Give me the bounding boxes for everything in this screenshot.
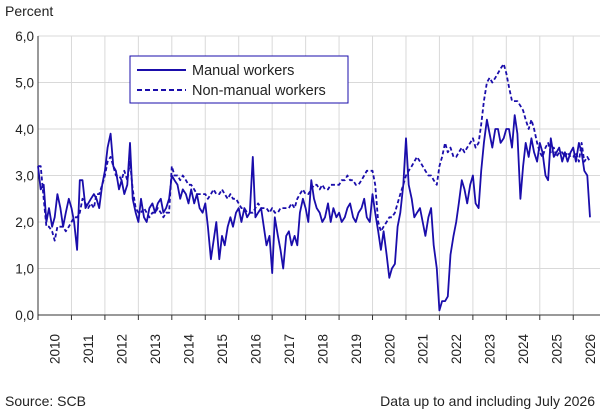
y-axis-title: Percent: [5, 3, 54, 19]
x-tick-label: 2016: [248, 334, 263, 364]
x-tick-label: 2011: [81, 334, 96, 363]
x-tick-label: 2020: [382, 334, 397, 364]
x-tick-label: 2013: [148, 334, 163, 364]
x-tick-label: 2023: [483, 334, 498, 364]
y-tick-label: 5,0: [15, 76, 34, 91]
x-tick-label: 2017: [282, 334, 297, 364]
axes: [37, 36, 600, 320]
x-tick-label: 2021: [416, 334, 431, 364]
series-line-non-manual-workers: [38, 63, 591, 242]
y-tick-label: 2,0: [15, 215, 34, 230]
x-tick-label: 2014: [182, 333, 197, 364]
tick-labels: 0,0 1,0 2,0 3,0 4,0 5,0 6,0 2010 2011 2012 2013 201…: [15, 29, 598, 364]
legend-label-non-manual-workers: Non-manual workers: [192, 83, 326, 99]
x-tick-label: 2010: [48, 334, 63, 364]
series-line-manual-workers: [37, 114, 591, 312]
x-tick-label: 2024: [516, 333, 531, 364]
legend: Manual workers Non-manual workers: [129, 55, 349, 104]
y-tick-label: 4,0: [15, 122, 34, 137]
x-tick-label: 2026: [583, 334, 598, 364]
x-tick-label: 2022: [449, 334, 464, 364]
y-tick-label: 6,0: [15, 29, 34, 44]
series-lines: [37, 63, 591, 312]
x-tick-label: 2012: [115, 334, 130, 364]
legend-box: [129, 55, 349, 104]
y-tick-label: 0,0: [15, 308, 34, 323]
data-coverage-note: Data up to and including July 2026: [380, 393, 595, 409]
y-tick-label: 3,0: [15, 169, 34, 184]
source-note: Source: SCB: [5, 393, 86, 409]
x-tick-label: 2018: [315, 334, 330, 364]
x-tick-label: 2019: [349, 334, 364, 364]
legend-label-manual-workers: Manual workers: [192, 63, 294, 79]
x-tick-label: 2025: [550, 334, 565, 364]
y-tick-label: 1,0: [15, 262, 34, 277]
x-tick-label: 2015: [215, 334, 230, 364]
